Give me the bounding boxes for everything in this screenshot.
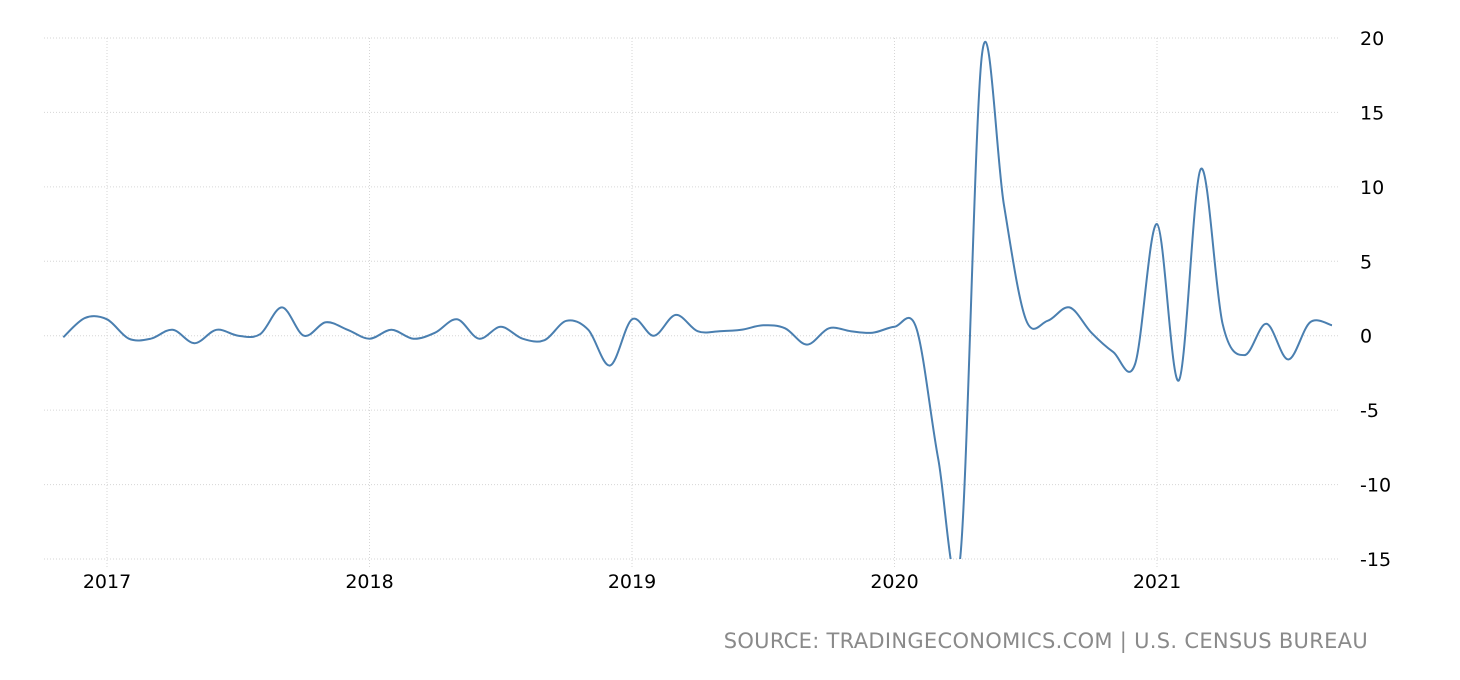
series-layer [62,41,1333,559]
x-axis-ticks: 2017 2018 2019 2020 2021 [83,571,1181,593]
y-tick-label: 5 [1360,251,1372,273]
series-line [62,41,1333,559]
x-tick-label: 2017 [83,571,131,593]
x-tick-label: 2018 [345,571,393,593]
grid [44,37,1340,569]
y-tick-label: 20 [1360,28,1384,50]
y-tick-label: 15 [1360,102,1384,124]
y-tick-label: 10 [1360,177,1384,199]
x-tick-label: 2021 [1133,571,1181,593]
x-tick-label: 2020 [870,571,918,593]
y-tick-label: -10 [1360,475,1391,497]
x-tick-label: 2019 [608,571,656,593]
source-attribution: SOURCE: TRADINGECONOMICS.COM | U.S. CENS… [723,629,1368,653]
y-tick-label: -5 [1360,400,1379,422]
y-tick-label: -15 [1360,549,1391,571]
y-axis-ticks: 20 15 10 5 0 -5 -10 -15 [1360,28,1391,571]
y-tick-label: 0 [1360,326,1372,348]
